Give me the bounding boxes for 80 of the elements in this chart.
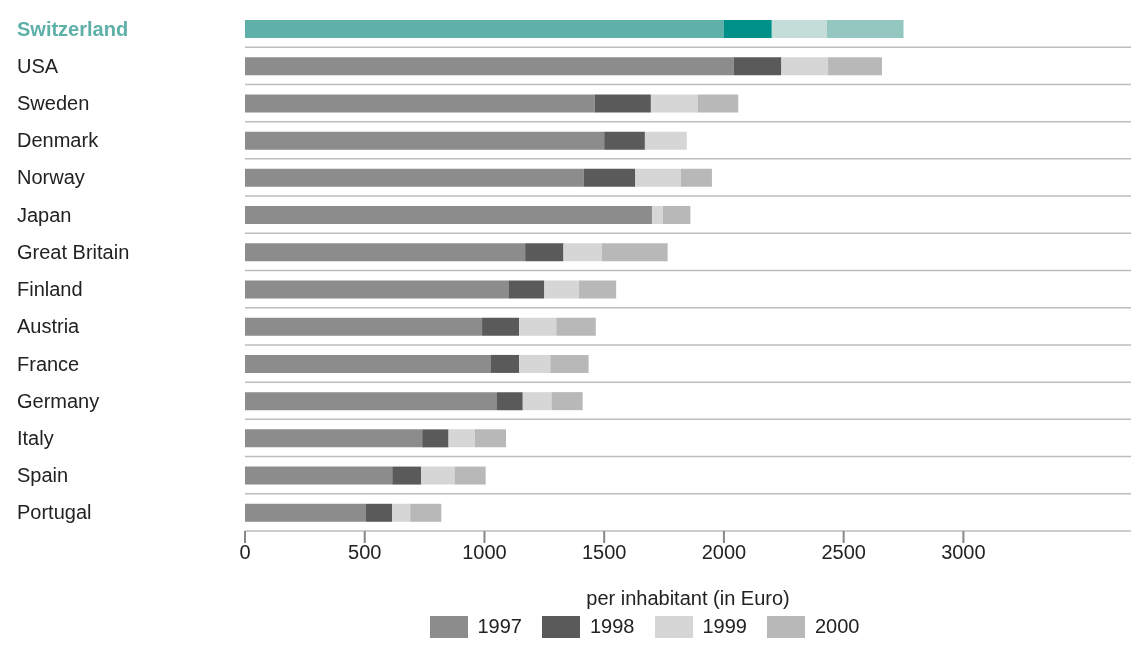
bar (245, 168, 584, 187)
x-axis-title: per inhabitant (in Euro) (586, 587, 790, 609)
y-tick-label: Finland (17, 278, 83, 301)
y-tick-label: Austria (17, 315, 81, 338)
x-tick-label: 3000 (941, 541, 986, 564)
y-tick-label: Great Britain (17, 240, 130, 263)
bar (245, 131, 605, 150)
bar (635, 168, 681, 187)
x-tick-label: 1500 (581, 541, 627, 564)
bar (454, 466, 486, 485)
bar (525, 243, 564, 262)
y-tick-label: France (17, 352, 80, 375)
bar (544, 280, 580, 299)
y-tick-label: USA (17, 54, 59, 77)
x-tick-label: 0 (239, 541, 251, 564)
bar (245, 466, 393, 485)
legend-label: 1999 (702, 615, 747, 638)
bar (644, 131, 687, 150)
bar (551, 392, 583, 411)
bar (828, 57, 882, 76)
bar (245, 429, 423, 448)
bar (410, 503, 442, 522)
bar (604, 131, 645, 150)
y-tick-label: Sweden (17, 92, 90, 115)
bar (448, 429, 475, 448)
y-tick-label: Italy (17, 426, 54, 449)
bar (490, 354, 520, 373)
y-tick-label: Portugal (17, 501, 92, 524)
bar (245, 57, 734, 76)
bar (365, 503, 393, 522)
x-tick-label: 2500 (821, 541, 866, 564)
bar (594, 94, 651, 113)
bar (771, 20, 827, 38)
legend-label: 2000 (815, 615, 860, 638)
bar (519, 354, 551, 373)
y-tick-label: Germany (17, 389, 100, 412)
bar (245, 392, 497, 411)
y-tick-label: Switzerland (17, 17, 129, 40)
bar (697, 94, 739, 113)
bar (392, 503, 411, 522)
bar (652, 206, 663, 225)
bar (662, 206, 691, 225)
bar (601, 243, 668, 262)
bar (519, 317, 557, 336)
x-tick-label: 2000 (701, 541, 747, 564)
legend-label: 1998 (590, 615, 635, 638)
y-tick-label: Denmark (17, 129, 100, 152)
bar (474, 429, 507, 448)
y-tick-label: Spain (17, 464, 69, 487)
bar (781, 57, 829, 76)
x-tick-label: 500 (348, 541, 382, 564)
bar (563, 243, 602, 262)
bar (421, 466, 455, 485)
bar (556, 317, 596, 336)
y-tick-label: Japan (17, 203, 72, 226)
bar (245, 243, 526, 262)
y-tick-label: Norway (17, 166, 85, 189)
bar (245, 206, 653, 225)
bar (245, 20, 724, 38)
bar (245, 503, 366, 522)
bar (496, 392, 523, 411)
bar (245, 94, 595, 113)
bar (482, 317, 520, 336)
bar (392, 466, 421, 485)
bar (680, 168, 712, 187)
bar (550, 354, 589, 373)
bar (522, 392, 552, 411)
bar (650, 94, 698, 113)
bar (723, 20, 772, 38)
bar (245, 354, 491, 373)
bar (583, 168, 636, 187)
bar (245, 317, 483, 336)
bar (826, 20, 904, 38)
bar (733, 57, 782, 76)
bar (422, 429, 449, 448)
bar (579, 280, 617, 299)
bar (508, 280, 545, 299)
x-tick-label: 1000 (462, 541, 507, 564)
bar (245, 280, 509, 299)
legend-label: 1997 (477, 615, 522, 638)
